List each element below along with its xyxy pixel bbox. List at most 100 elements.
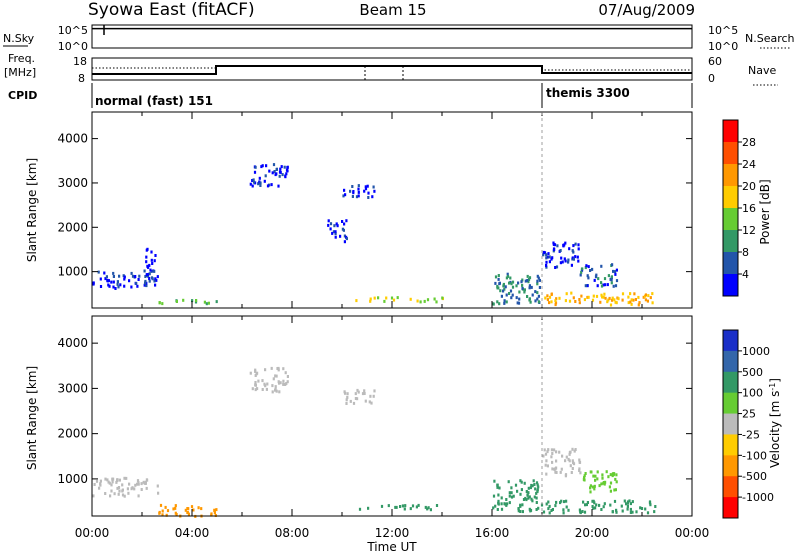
velocity-y-label: Slant Range [km]: [25, 366, 39, 470]
data-cell: [591, 505, 594, 508]
data-cell: [158, 511, 161, 515]
y-tick-label: 4000: [57, 336, 88, 350]
data-cell: [503, 287, 506, 291]
data-cell: [517, 507, 520, 511]
data-cell: [107, 279, 110, 283]
data-cell: [336, 224, 339, 228]
data-cell: [548, 504, 551, 508]
data-cell: [565, 505, 568, 509]
data-cell: [134, 275, 137, 278]
data-cell: [130, 285, 133, 289]
data-cell: [284, 174, 287, 178]
data-cell: [203, 300, 206, 304]
colorbar-tick-label: 25: [742, 408, 756, 421]
data-cell: [112, 275, 115, 278]
data-cell: [558, 450, 561, 454]
data-cell: [396, 296, 399, 300]
data-cell: [104, 477, 107, 481]
data-cell: [602, 481, 605, 484]
data-cell: [583, 510, 587, 514]
data-cell: [357, 194, 360, 198]
data-cell: [424, 505, 427, 509]
data-cell: [373, 296, 376, 300]
data-cell: [613, 472, 616, 476]
data-cell: [134, 483, 137, 487]
data-cell: [498, 281, 501, 285]
data-cell: [545, 502, 548, 506]
data-cell: [99, 483, 102, 487]
data-cell: [352, 401, 356, 405]
data-cell: [345, 237, 348, 241]
data-cell: [559, 261, 562, 265]
data-cell: [586, 501, 589, 504]
data-cell: [121, 488, 124, 492]
data-cell: [333, 224, 336, 228]
data-cell: [535, 496, 538, 500]
data-cell: [153, 279, 156, 283]
data-cell: [577, 247, 580, 251]
data-cell: [429, 508, 432, 512]
data-cell: [591, 485, 594, 489]
data-cell: [536, 282, 539, 286]
y-tick-label: 2000: [57, 220, 88, 234]
data-cell: [600, 508, 603, 511]
data-cell: [600, 264, 603, 268]
data-cell: [363, 189, 366, 193]
data-cell: [136, 284, 139, 288]
data-cell: [277, 366, 280, 370]
data-cell: [496, 508, 499, 511]
data-cell: [166, 509, 170, 513]
data-cell: [544, 296, 547, 300]
nsearch-tick-bottom: 10^0: [708, 40, 738, 53]
data-cell: [137, 494, 140, 498]
colorbar-tick-label: -500: [742, 470, 767, 483]
data-cell: [512, 494, 515, 498]
data-cell: [630, 302, 633, 306]
data-cell: [277, 184, 280, 188]
data-cell: [521, 286, 524, 290]
data-cell: [361, 392, 365, 396]
data-cell: [184, 508, 187, 512]
data-cell: [607, 475, 610, 479]
data-cell: [511, 285, 515, 289]
data-cell: [506, 274, 510, 278]
data-cell: [611, 510, 614, 514]
data-cell: [110, 483, 113, 487]
data-cell: [254, 370, 257, 373]
data-cell: [517, 509, 520, 513]
data-cell: [572, 257, 575, 261]
data-cell: [606, 283, 609, 287]
data-cell: [653, 510, 656, 514]
cpid-row: CPID normal (fast) 151 themis 3300: [8, 83, 693, 108]
data-cell: [626, 501, 629, 505]
data-cell: [613, 499, 617, 503]
data-cell: [268, 169, 271, 173]
data-cell: [550, 455, 553, 459]
data-cell: [112, 280, 115, 284]
data-cell: [332, 230, 335, 234]
data-cell: [369, 299, 372, 303]
data-cell: [145, 260, 148, 264]
data-cell: [411, 504, 415, 508]
data-cell: [383, 299, 386, 303]
data-cell: [504, 285, 507, 289]
data-cell: [589, 484, 592, 488]
data-cell: [138, 274, 141, 278]
data-cell: [275, 389, 278, 393]
data-cell: [536, 291, 539, 295]
data-cell: [536, 489, 539, 493]
data-cell: [497, 277, 500, 281]
colorbar-swatch: [723, 330, 738, 352]
data-cell: [123, 476, 126, 480]
data-cell: [99, 277, 102, 281]
data-cell: [510, 491, 513, 495]
data-cell: [260, 165, 263, 169]
date-label: 07/Aug/2009: [598, 1, 695, 19]
data-cell: [363, 392, 366, 395]
data-cell: [534, 487, 537, 491]
data-cell: [625, 502, 628, 506]
nsky-panel: N.Sky 10^5 10^0 10^5 10^0 N.Search: [3, 24, 795, 53]
data-cell: [510, 486, 513, 490]
data-cell: [560, 256, 563, 260]
